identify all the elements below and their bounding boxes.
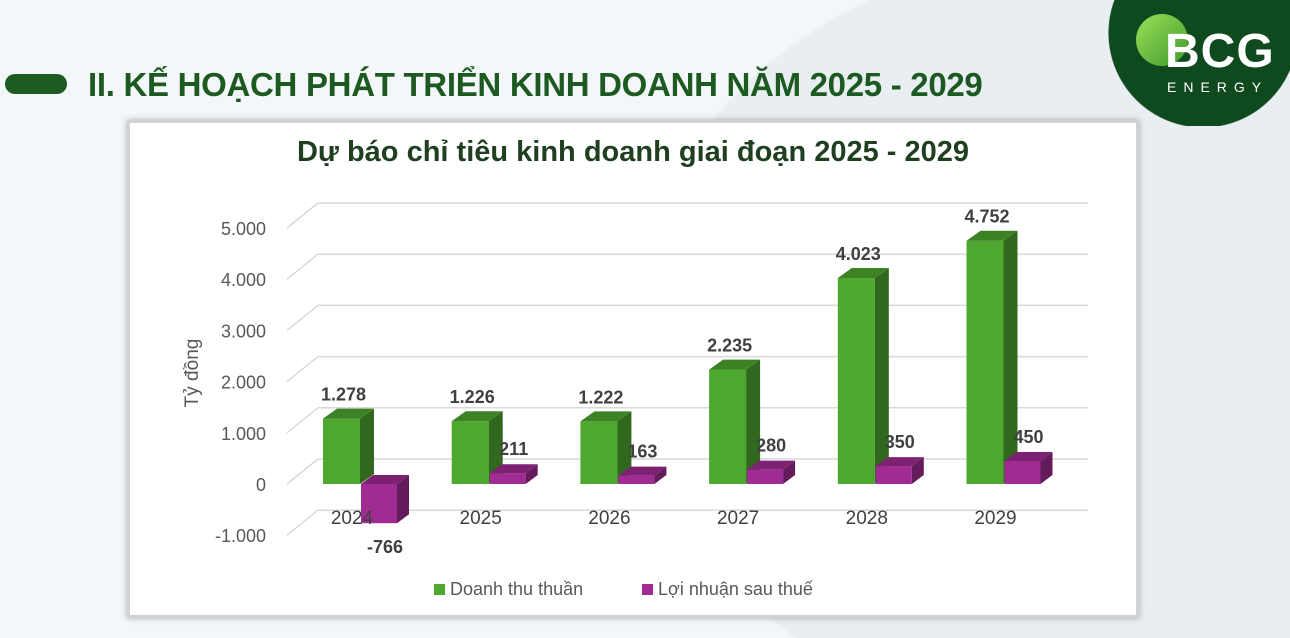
bar-front <box>966 240 1004 484</box>
gridline-depth <box>286 356 319 383</box>
bar-side <box>617 411 632 484</box>
data-label: 2.235 <box>707 336 752 356</box>
gridline-depth <box>286 407 319 434</box>
bar-side <box>654 466 667 484</box>
bar-side <box>1040 451 1053 484</box>
gridline-depth <box>286 304 319 331</box>
data-label: 1.278 <box>321 385 366 405</box>
profit-bar <box>618 466 667 484</box>
bar-top <box>323 408 374 419</box>
legend-revenue: Doanh thu thuần <box>450 579 583 599</box>
x-tick-label: 2029 <box>974 508 1016 529</box>
revenue-bar <box>323 408 374 484</box>
bar-front <box>709 369 747 484</box>
y-tick-label: 1.000 <box>221 424 266 444</box>
data-label: 211 <box>499 439 528 459</box>
data-label: 4.752 <box>964 207 1009 227</box>
x-tick-label: 2024 <box>331 508 374 529</box>
y-tick-label: 2.000 <box>221 373 266 393</box>
data-label: 350 <box>885 432 915 452</box>
bar-top <box>489 464 538 474</box>
legend-profit: Lợi nhuận sau thuế <box>658 579 813 599</box>
y-tick-label: 3.000 <box>221 321 266 341</box>
data-label: 280 <box>756 436 786 456</box>
bar-side <box>911 457 924 484</box>
data-label: 163 <box>627 442 657 462</box>
bar-top <box>966 230 1018 241</box>
legend-swatch-profit <box>642 584 653 595</box>
bar-top <box>1004 451 1053 461</box>
x-tick-label: 2027 <box>717 508 759 529</box>
x-tick-label: 2026 <box>588 508 630 529</box>
data-label: -766 <box>367 537 403 557</box>
logo <box>1108 0 1290 126</box>
bar-front <box>489 473 526 484</box>
heading-bullet <box>5 74 67 94</box>
page-title: II. KẾ HOẠCH PHÁT TRIỂN KINH DOANH NĂM 2… <box>88 66 983 103</box>
bar-front <box>837 278 875 484</box>
bar-front <box>618 475 655 484</box>
bar-side <box>525 464 538 484</box>
bar-top <box>875 457 924 467</box>
y-tick-label: 5.000 <box>221 219 266 239</box>
bar-side <box>488 411 503 484</box>
bar-front <box>875 466 912 484</box>
y-tick-label: -1.000 <box>215 526 266 546</box>
logo-subtext: ENERGY <box>1167 79 1269 95</box>
bar-side <box>874 268 889 484</box>
legend-swatch-revenue <box>434 584 445 595</box>
data-label: 1.226 <box>450 387 495 407</box>
legend: Doanh thu thuần Lợi nhuận sau thuế <box>434 579 813 599</box>
bar-top <box>451 411 503 422</box>
data-label: 4.023 <box>836 244 881 264</box>
bar-side <box>1003 230 1018 484</box>
gridline-depth <box>286 253 319 280</box>
bar-side <box>397 475 409 524</box>
revenue-bar <box>837 268 889 484</box>
profit-bar <box>361 475 409 524</box>
profit-bar <box>1004 451 1053 484</box>
gridline-depth <box>286 458 319 485</box>
revenue-bar <box>580 411 632 484</box>
bar-chart: Dự báo chỉ tiêu kinh doanh giai đoạn 202… <box>182 136 1088 599</box>
bar-top <box>747 460 796 470</box>
bar-top <box>361 475 409 484</box>
chart-title: Dự báo chỉ tiêu kinh doanh giai đoạn 202… <box>297 136 969 168</box>
profit-bar <box>489 464 538 484</box>
bar-front <box>361 484 397 524</box>
revenue-bar <box>709 359 761 484</box>
x-tick-label: 2025 <box>460 508 502 529</box>
data-label: 1.222 <box>578 387 623 407</box>
bar-top <box>580 411 632 422</box>
bar-front <box>580 421 618 484</box>
y-tick-label: 0 <box>256 475 266 495</box>
bar-side <box>746 359 761 484</box>
bar-side <box>360 408 374 484</box>
profit-bar <box>747 460 796 484</box>
bar-top <box>618 466 667 476</box>
y-axis-label: Tỷ đồng <box>182 339 203 408</box>
gridline-depth <box>286 202 319 229</box>
bar-front <box>1004 460 1041 484</box>
data-label: 450 <box>1013 427 1043 447</box>
bar-front <box>747 469 784 484</box>
chart-container: Dự báo chỉ tiêu kinh doanh giai đoạn 202… <box>127 120 1139 618</box>
bar-front <box>451 421 489 484</box>
logo-text: BCG <box>1165 25 1275 78</box>
profit-bar <box>875 457 924 484</box>
gridline-depth <box>286 509 319 536</box>
revenue-bar <box>451 411 503 484</box>
bar-side <box>783 460 796 484</box>
bar-top <box>709 359 761 370</box>
x-tick-label: 2028 <box>846 508 888 529</box>
bar-top <box>837 268 889 279</box>
solar-panel-icon <box>1136 14 1188 66</box>
bar-front <box>323 418 360 484</box>
y-tick-label: 4.000 <box>221 270 266 290</box>
revenue-bar <box>966 230 1018 484</box>
